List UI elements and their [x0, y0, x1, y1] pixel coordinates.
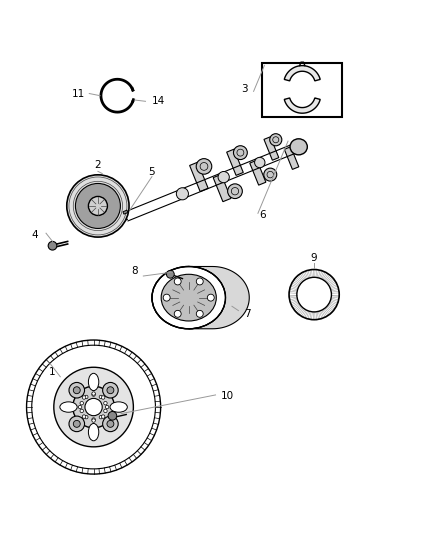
Ellipse shape: [110, 402, 127, 412]
Text: 4: 4: [32, 230, 39, 240]
Circle shape: [82, 396, 86, 399]
Circle shape: [207, 294, 214, 301]
Circle shape: [107, 421, 114, 427]
Circle shape: [264, 168, 277, 181]
Circle shape: [104, 401, 107, 405]
Circle shape: [106, 405, 109, 409]
Circle shape: [196, 310, 203, 317]
Polygon shape: [284, 98, 320, 113]
Polygon shape: [284, 147, 299, 169]
Circle shape: [99, 395, 102, 399]
Text: 3: 3: [242, 84, 248, 94]
Circle shape: [108, 411, 117, 420]
Circle shape: [92, 392, 95, 395]
Circle shape: [85, 395, 88, 399]
Ellipse shape: [161, 274, 216, 321]
Ellipse shape: [88, 373, 99, 391]
Circle shape: [92, 418, 95, 421]
Circle shape: [82, 415, 86, 418]
Text: 5: 5: [148, 167, 155, 177]
Text: 6: 6: [259, 211, 265, 221]
Polygon shape: [250, 160, 266, 185]
Circle shape: [80, 409, 84, 413]
Circle shape: [78, 405, 82, 409]
Circle shape: [163, 294, 170, 301]
Circle shape: [196, 278, 203, 285]
Circle shape: [102, 396, 105, 399]
Text: 7: 7: [244, 309, 251, 319]
Polygon shape: [190, 162, 208, 191]
Ellipse shape: [60, 402, 77, 412]
Circle shape: [69, 383, 85, 398]
Circle shape: [166, 270, 174, 278]
Ellipse shape: [290, 139, 307, 155]
Circle shape: [270, 134, 282, 146]
Circle shape: [73, 387, 80, 394]
Text: 1: 1: [49, 367, 56, 377]
Circle shape: [88, 197, 107, 215]
Circle shape: [102, 383, 118, 398]
Text: 8: 8: [131, 266, 138, 276]
Circle shape: [218, 172, 230, 183]
Circle shape: [228, 184, 242, 199]
Ellipse shape: [88, 424, 99, 441]
Circle shape: [92, 419, 95, 422]
Circle shape: [67, 175, 129, 237]
Circle shape: [102, 415, 105, 418]
Text: 11: 11: [72, 88, 85, 99]
Circle shape: [104, 409, 107, 413]
Circle shape: [174, 310, 181, 317]
Circle shape: [233, 146, 247, 159]
Bar: [262, 63, 342, 117]
Text: 14: 14: [152, 96, 165, 106]
Ellipse shape: [170, 282, 207, 313]
Circle shape: [80, 401, 84, 405]
Circle shape: [85, 415, 88, 419]
Text: 2: 2: [95, 160, 101, 170]
Circle shape: [73, 421, 80, 427]
Polygon shape: [123, 210, 128, 214]
Circle shape: [291, 143, 300, 153]
Ellipse shape: [178, 289, 199, 306]
Circle shape: [73, 386, 114, 428]
Polygon shape: [264, 137, 279, 160]
Circle shape: [102, 416, 118, 432]
Circle shape: [75, 183, 120, 229]
Circle shape: [92, 393, 95, 397]
Circle shape: [99, 415, 102, 419]
Text: 9: 9: [311, 253, 318, 263]
Circle shape: [177, 188, 188, 200]
Text: 10: 10: [221, 391, 234, 401]
Circle shape: [69, 416, 85, 432]
Polygon shape: [189, 266, 249, 329]
Polygon shape: [226, 149, 243, 175]
Polygon shape: [213, 174, 231, 201]
Circle shape: [254, 157, 265, 168]
Polygon shape: [284, 66, 320, 81]
Circle shape: [107, 387, 114, 394]
Circle shape: [174, 278, 181, 285]
Circle shape: [54, 367, 134, 447]
Circle shape: [196, 159, 212, 174]
Circle shape: [48, 241, 57, 250]
Circle shape: [85, 398, 102, 416]
